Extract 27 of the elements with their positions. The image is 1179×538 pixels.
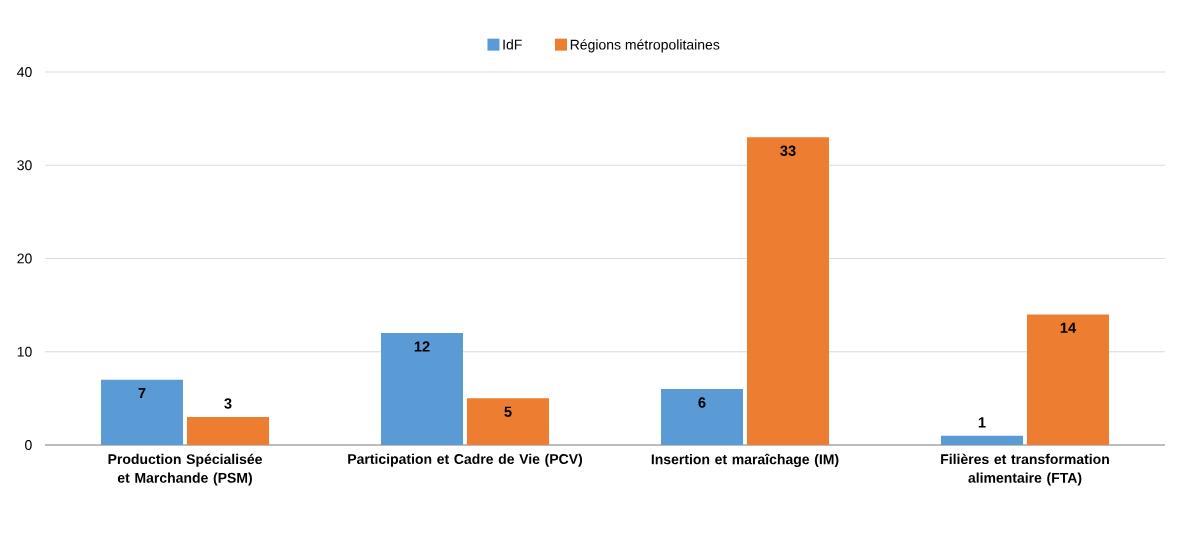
data-label: 3 [224,398,232,409]
y-tick-label: 40 [17,67,32,77]
bar [187,417,270,445]
legend-label: IdF [503,39,522,50]
bar [661,389,743,445]
data-label: 7 [138,387,146,399]
bar [1027,314,1109,445]
data-label: 12 [414,341,430,352]
x-tick-label: Participation et Cadre de Vie (PCV) [348,453,583,467]
y-tick-label: 10 [17,346,32,357]
x-tick-label: Insertion et maraîchage (IM) [651,453,839,468]
bar [101,379,184,445]
data-label: 14 [1060,322,1077,333]
data-label: 5 [504,406,512,417]
legend-label: Régions métropolitaines [570,39,720,53]
y-tick-label: 0 [25,440,32,450]
bar [940,435,1023,445]
bar [747,137,829,445]
y-tick-label: 30 [17,160,32,171]
y-tick-label: 20 [17,253,32,264]
data-label: 33 [780,145,796,156]
x-tick-label: Production Spécialisée et Marchande (PSM) [108,453,262,486]
data-label: 6 [698,397,706,408]
x-tick-label: Filières et transformation alimentaire (FTA) [941,453,1109,486]
bar [381,333,464,445]
bar [467,398,549,445]
data-label: 1 [978,417,986,428]
